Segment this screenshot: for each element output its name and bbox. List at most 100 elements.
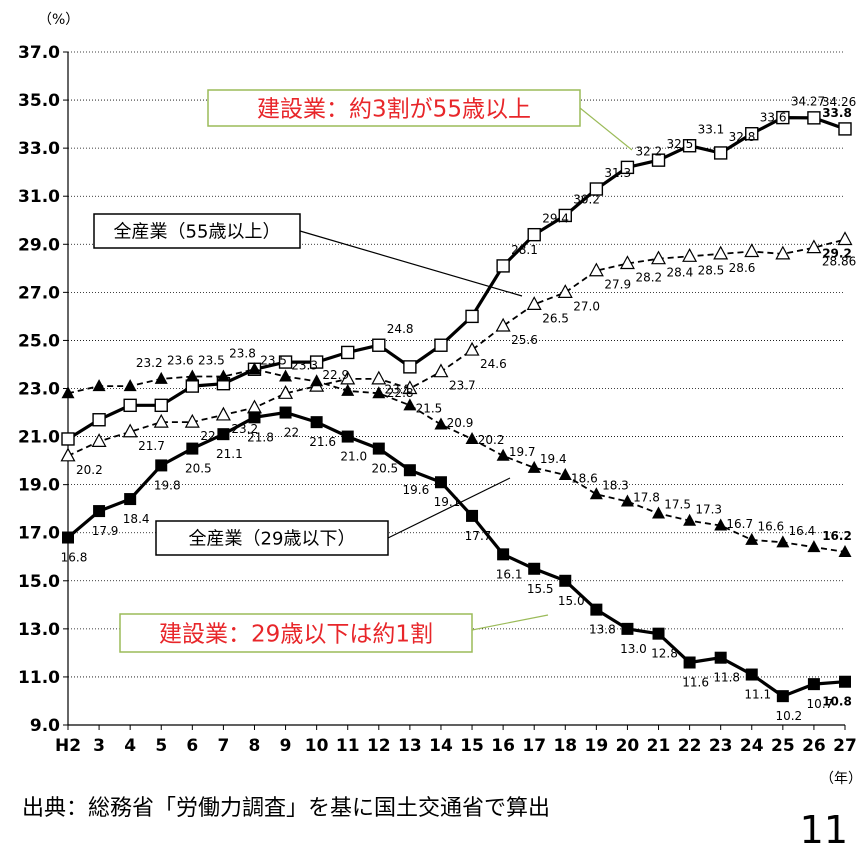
- data-label-all55: 21.7: [138, 439, 165, 453]
- point-all29: [527, 460, 541, 473]
- point-all29: [279, 369, 293, 382]
- data-label-all29: 23.5: [198, 353, 225, 367]
- point-con29: [621, 622, 634, 635]
- data-label-all29: 16.6: [757, 519, 784, 533]
- data-label-all55: 28.6: [729, 261, 756, 275]
- x-tick-label: 5: [155, 736, 167, 756]
- point-all55: [122, 423, 138, 438]
- callout-leader: [387, 477, 511, 539]
- callout-leader: [471, 614, 549, 631]
- point-all55: [806, 239, 822, 254]
- point-all29: [154, 371, 168, 384]
- x-tick-label: 9: [280, 736, 292, 756]
- point-all55: [619, 255, 635, 270]
- data-label-con55: 28.1: [511, 243, 538, 257]
- point-con29: [62, 531, 74, 544]
- x-tick-label: H2: [55, 736, 81, 756]
- data-label-con29: 21.8: [247, 430, 274, 444]
- point-con55: [776, 110, 790, 125]
- data-label-con29: 17.7: [465, 529, 492, 543]
- data-label-con55: 31.3: [604, 166, 631, 180]
- point-all55: [557, 284, 573, 298]
- data-label-con29: 20.5: [371, 462, 398, 476]
- source-note: 出典：総務省「労働力調査」を基に国土交通省で算出: [22, 796, 551, 821]
- point-all29: [185, 369, 199, 382]
- data-label-con55: 33.8: [822, 106, 852, 120]
- data-label-all29: 19.7: [509, 445, 536, 459]
- data-label-con55: 34.26: [822, 95, 856, 109]
- data-label-all55: 26.5: [542, 311, 569, 325]
- point-con55: [123, 398, 137, 413]
- point-all29: [216, 369, 230, 382]
- data-label-con29: 21.0: [340, 450, 367, 464]
- x-tick-label: 24: [740, 736, 764, 756]
- point-all29: [807, 540, 821, 553]
- data-label-all55: 28.4: [667, 266, 694, 280]
- point-con29: [310, 416, 323, 429]
- point-all55: [495, 317, 511, 332]
- point-con29: [839, 675, 851, 688]
- data-labels: 24.8 28.1 29.4 30.2 31.3 32.2 32.5 33.1 32.8 33.6…: [61, 95, 857, 724]
- y-tick-label: 21.0: [18, 428, 60, 448]
- point-con55: [403, 360, 417, 374]
- y-tick-label: 33.0: [18, 139, 60, 159]
- x-tick-label: 11: [336, 736, 360, 756]
- point-all55: [588, 262, 604, 277]
- y-tick-label: 29.0: [18, 235, 60, 255]
- x-tick-label: 25: [771, 736, 795, 756]
- point-all55: [340, 370, 356, 385]
- data-label-all29: 22.9: [322, 368, 349, 382]
- callout-text: 全産業（55歳以上）: [114, 221, 281, 242]
- point-con29: [279, 406, 292, 419]
- x-tick-label: 21: [647, 736, 671, 756]
- callout-text: 全産業（29歳以下）: [189, 528, 356, 549]
- data-label-con29: 10.2: [775, 709, 802, 723]
- point-all55: [371, 370, 387, 385]
- point-con55: [620, 160, 635, 175]
- data-label-all29: 23.8: [229, 346, 256, 360]
- data-label-all55: 24.6: [480, 357, 507, 371]
- data-label-con55: 30.2: [573, 192, 600, 206]
- y-tick-label: 11.0: [18, 668, 60, 688]
- x-tick-label: 10: [305, 736, 329, 756]
- x-tick-label: 18: [553, 736, 577, 756]
- y-unit-label: （%）: [38, 12, 79, 28]
- point-con29: [745, 668, 758, 681]
- point-con29: [590, 603, 603, 616]
- y-tick-label: 9.0: [30, 716, 60, 736]
- x-tick-label: 26: [802, 736, 826, 756]
- series-line-all55: [67, 238, 846, 457]
- point-con29: [776, 690, 789, 703]
- point-con55: [185, 379, 200, 393]
- data-label-all29: 16.7: [726, 517, 753, 531]
- point-all55: [526, 296, 542, 310]
- callout-leader: [299, 230, 523, 297]
- point-con55: [465, 309, 479, 324]
- point-con55: [92, 413, 106, 427]
- point-all29: [434, 417, 448, 430]
- data-label-all55: 27.0: [573, 299, 600, 313]
- point-con29: [528, 562, 541, 575]
- x-tick-label: 20: [616, 736, 640, 756]
- point-all29: [589, 487, 603, 500]
- point-all55: [433, 363, 449, 378]
- data-label-all55: 28.2: [635, 271, 662, 285]
- data-label-con55: 32.5: [667, 137, 694, 151]
- point-all29: [61, 386, 75, 399]
- data-label-con29: 15.0: [558, 594, 585, 608]
- point-con29: [652, 627, 665, 640]
- data-label-con29: 21.6: [309, 435, 336, 449]
- data-label-con29: 22: [284, 426, 299, 440]
- point-all29: [620, 494, 634, 507]
- y-tick-label: 27.0: [18, 283, 60, 303]
- data-label-all29: 17.5: [664, 498, 691, 512]
- point-all55: [744, 243, 760, 258]
- point-all29: [403, 398, 417, 411]
- point-all29: [92, 379, 106, 392]
- point-con29: [155, 459, 168, 472]
- point-all55: [775, 245, 791, 260]
- x-tick-label: 27: [833, 736, 857, 756]
- data-label-all29: 23.5: [260, 353, 287, 367]
- data-label-all29: 23.2: [136, 356, 163, 370]
